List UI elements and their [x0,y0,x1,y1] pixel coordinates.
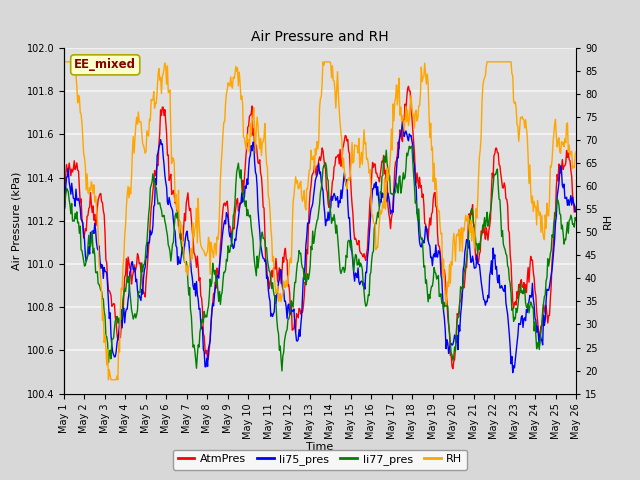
X-axis label: Time: Time [307,442,333,452]
Y-axis label: RH: RH [603,213,613,229]
Y-axis label: Air Pressure (kPa): Air Pressure (kPa) [11,172,21,270]
Title: Air Pressure and RH: Air Pressure and RH [251,30,389,44]
Text: EE_mixed: EE_mixed [74,59,136,72]
Legend: AtmPres, li75_pres, li77_pres, RH: AtmPres, li75_pres, li77_pres, RH [173,450,467,469]
